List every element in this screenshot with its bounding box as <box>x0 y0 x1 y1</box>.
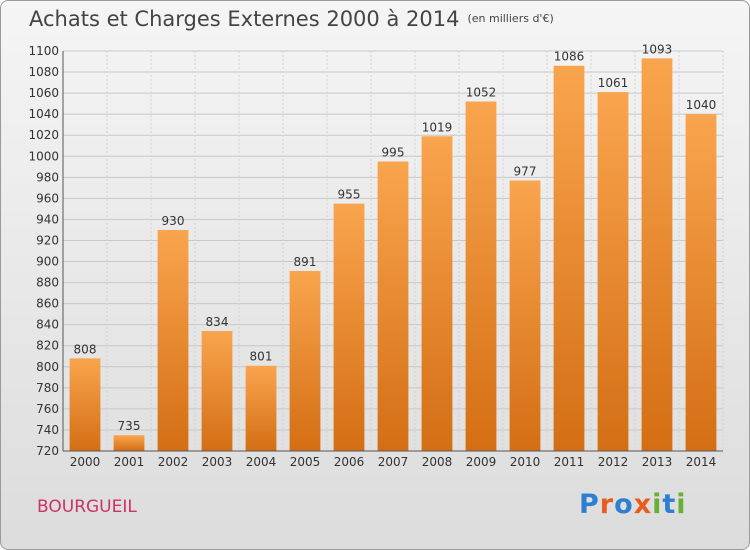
logo-letter: P <box>579 489 600 520</box>
y-tick-label: 1040 <box>28 107 59 121</box>
bar-2002 <box>157 229 189 451</box>
chart-subtitle: (en milliers d'€) <box>467 12 554 25</box>
logo-letter: t <box>662 489 677 520</box>
axes: 720 740 760 780 800 820 840 860 880 900 920 940 960 9… <box>28 42 723 469</box>
value-label: 1052 <box>466 86 497 100</box>
x-tick-label: 2012 <box>598 455 629 469</box>
y-tick-label: 1080 <box>28 65 59 79</box>
x-tick-label: 2002 <box>158 455 189 469</box>
x-tick-label: 2011 <box>554 455 585 469</box>
chart-title-text: Achats et Charges Externes 2000 à 2014 <box>29 7 460 31</box>
y-tick-label: 1060 <box>28 86 59 100</box>
value-label: 891 <box>294 255 317 269</box>
proxiti-logo: Proxiti <box>579 489 687 520</box>
logo-letter: x <box>633 489 653 520</box>
value-label: 808 <box>74 342 97 356</box>
bar-2005 <box>289 271 321 451</box>
y-tick-label: 780 <box>36 381 59 395</box>
value-label: 735 <box>118 419 141 433</box>
bar-2007 <box>377 161 409 452</box>
y-tick-label: 820 <box>36 339 59 353</box>
y-tick-label: 940 <box>36 212 59 226</box>
logo-letter: i <box>652 489 663 520</box>
y-tick-label: 1000 <box>28 149 59 163</box>
x-tick-label: 2009 <box>466 455 497 469</box>
y-tick-label: 960 <box>36 191 59 205</box>
value-label: 955 <box>338 188 361 202</box>
bar-2014 <box>685 114 717 451</box>
bar-2012 <box>597 92 629 451</box>
y-tick-label: 1100 <box>28 44 59 58</box>
x-tick-label: 2007 <box>378 455 409 469</box>
value-label: 1019 <box>422 120 453 134</box>
bars <box>69 58 717 452</box>
y-tick-label: 740 <box>36 423 59 437</box>
bar-2009 <box>465 101 497 452</box>
value-label: 1086 <box>554 50 585 64</box>
y-tick-label: 800 <box>36 360 59 374</box>
value-label: 977 <box>514 164 537 178</box>
value-label: 801 <box>250 350 273 364</box>
x-tick-label: 2004 <box>246 455 277 469</box>
x-tick-label: 2000 <box>70 455 101 469</box>
y-tick-label: 760 <box>36 402 59 416</box>
logo-letter: i <box>676 489 687 520</box>
x-tick-label: 2001 <box>114 455 145 469</box>
bar-2013 <box>641 58 673 452</box>
value-label: 995 <box>382 146 405 160</box>
logo-letter: o <box>614 489 634 520</box>
value-label: 1093 <box>642 42 673 56</box>
y-tick-label: 1020 <box>28 128 59 142</box>
value-label: 930 <box>162 214 185 228</box>
x-tick-label: 2008 <box>422 455 453 469</box>
x-tick-label: 2006 <box>334 455 365 469</box>
y-tick-label: 880 <box>36 276 59 290</box>
value-label: 834 <box>206 315 229 329</box>
y-tick-label: 920 <box>36 233 59 247</box>
y-tick-label: 980 <box>36 170 59 184</box>
bar-2011 <box>553 65 585 451</box>
bar-2000 <box>69 358 101 451</box>
y-tick-label: 860 <box>36 297 59 311</box>
x-tick-label: 2003 <box>202 455 233 469</box>
value-label: 1061 <box>598 76 629 90</box>
x-tick-label: 2005 <box>290 455 321 469</box>
bar-2006 <box>333 203 365 451</box>
x-tick-label: 2013 <box>642 455 673 469</box>
y-tick-label: 720 <box>36 444 59 458</box>
bar-2008 <box>421 136 453 451</box>
y-tick-label: 900 <box>36 255 59 269</box>
bar-2003 <box>201 331 233 451</box>
bar-2001 <box>113 435 145 451</box>
bar-2004 <box>245 365 277 451</box>
bar-2010 <box>509 180 541 451</box>
chart-title: Achats et Charges Externes 2000 à 2014 (e… <box>29 7 554 31</box>
y-tick-label: 840 <box>36 318 59 332</box>
commune-name: BOURGUEIL <box>37 497 137 517</box>
x-tick-label: 2014 <box>686 455 717 469</box>
value-label: 1040 <box>686 98 717 112</box>
x-tick-label: 2010 <box>510 455 541 469</box>
logo-letter: r <box>599 489 615 520</box>
